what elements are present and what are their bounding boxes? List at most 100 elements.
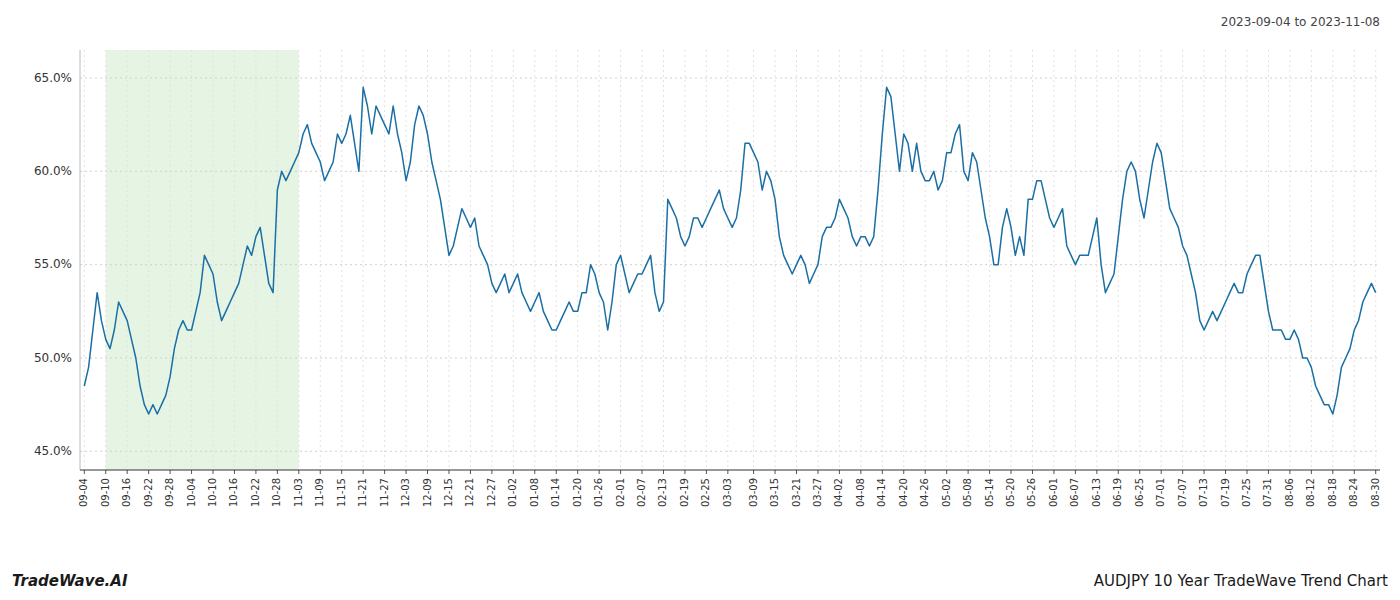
x-tick xyxy=(105,470,106,474)
x-tick-label: 02-25 xyxy=(700,478,711,507)
x-tick-label: 10-10 xyxy=(207,478,218,507)
x-tick xyxy=(1182,470,1183,474)
x-grid-line xyxy=(363,50,364,470)
x-tick xyxy=(1075,470,1076,474)
x-tick xyxy=(213,470,214,474)
x-grid-line xyxy=(1375,50,1376,470)
x-grid-line xyxy=(556,50,557,470)
y-tick-label: 50.0% xyxy=(34,351,72,365)
x-tick xyxy=(363,470,364,474)
x-tick-label: 06-19 xyxy=(1112,478,1123,507)
y-tick-label: 60.0% xyxy=(34,164,72,178)
x-tick xyxy=(577,470,578,474)
y-grid-line xyxy=(80,78,1380,79)
x-tick xyxy=(706,470,707,474)
x-tick-label: 10-28 xyxy=(271,478,282,507)
x-tick xyxy=(989,470,990,474)
x-tick-label: 08-30 xyxy=(1370,478,1381,507)
x-tick-label: 07-19 xyxy=(1220,478,1231,507)
x-tick-label: 04-20 xyxy=(898,478,909,507)
x-tick xyxy=(1332,470,1333,474)
y-axis-line xyxy=(80,50,81,470)
x-grid-line xyxy=(1011,50,1012,470)
x-tick-label: 08-12 xyxy=(1305,478,1316,507)
x-tick xyxy=(817,470,818,474)
x-tick-label: 02-13 xyxy=(657,478,668,507)
x-tick-label: 12-21 xyxy=(464,478,475,507)
x-tick xyxy=(1139,470,1140,474)
x-tick xyxy=(277,470,278,474)
x-tick-label: 01-14 xyxy=(550,478,561,507)
x-grid-line xyxy=(1096,50,1097,470)
x-grid-line xyxy=(684,50,685,470)
annotation: TradeWave.AI xyxy=(12,572,128,590)
x-tick-label: 06-13 xyxy=(1091,478,1102,507)
y-tick-label: 65.0% xyxy=(34,71,72,85)
x-tick-label: 03-09 xyxy=(748,478,759,507)
x-tick xyxy=(599,470,600,474)
x-tick xyxy=(320,470,321,474)
x-tick xyxy=(663,470,664,474)
x-grid-line xyxy=(427,50,428,470)
x-tick-label: 01-26 xyxy=(593,478,604,507)
x-tick-label: 03-27 xyxy=(812,478,823,507)
x-grid-line xyxy=(1139,50,1140,470)
x-tick-label: 12-03 xyxy=(400,478,411,507)
x-tick-label: 03-15 xyxy=(769,478,780,507)
x-tick-label: 09-16 xyxy=(121,478,132,507)
x-grid-line xyxy=(1311,50,1312,470)
x-tick-label: 11-09 xyxy=(314,478,325,507)
chart: 45.0%50.0%55.0%60.0%65.0%09-0409-1009-16… xyxy=(0,0,1400,600)
x-grid-line xyxy=(727,50,728,470)
x-tick xyxy=(684,470,685,474)
x-grid-line xyxy=(170,50,171,470)
x-grid-line xyxy=(968,50,969,470)
x-tick xyxy=(448,470,449,474)
x-tick xyxy=(384,470,385,474)
x-tick-label: 11-21 xyxy=(357,478,368,507)
texts: 2023-09-04 to 2023-11-08TradeWave.AIAUDJ… xyxy=(12,15,1388,590)
title: AUDJPY 10 Year TradeWave Trend Chart xyxy=(1094,572,1388,590)
x-tick xyxy=(1311,470,1312,474)
x-tick xyxy=(1032,470,1033,474)
x-tick-label: 07-07 xyxy=(1177,478,1188,507)
x-grid-line xyxy=(775,50,776,470)
x-grid-line xyxy=(663,50,664,470)
x-grid-line xyxy=(448,50,449,470)
x-grid-line xyxy=(706,50,707,470)
x-tick xyxy=(1289,470,1290,474)
x-tick xyxy=(620,470,621,474)
x-tick xyxy=(946,470,947,474)
x-grid-line xyxy=(513,50,514,470)
x-tick xyxy=(839,470,840,474)
x-tick xyxy=(1011,470,1012,474)
x-grid-line xyxy=(491,50,492,470)
x-grid-line xyxy=(1053,50,1054,470)
x-tick-label: 08-18 xyxy=(1327,478,1338,507)
x-tick xyxy=(534,470,535,474)
x-grid-line xyxy=(1289,50,1290,470)
x-tick xyxy=(727,470,728,474)
x-grid-line xyxy=(1225,50,1226,470)
x-grid-line xyxy=(642,50,643,470)
x-grid-line xyxy=(406,50,407,470)
x-tick-label: 04-14 xyxy=(876,478,887,507)
x-tick-label: 10-04 xyxy=(186,478,197,507)
x-grid-line xyxy=(191,50,192,470)
x-tick-label: 11-27 xyxy=(379,478,390,507)
x-tick-label: 11-15 xyxy=(336,478,347,507)
y-grid-line xyxy=(80,451,1380,452)
x-tick xyxy=(925,470,926,474)
x-grid-line xyxy=(1268,50,1269,470)
x-tick-label: 01-02 xyxy=(507,478,518,507)
x-tick xyxy=(1225,470,1226,474)
x-tick xyxy=(255,470,256,474)
x-grid-line xyxy=(127,50,128,470)
x-tick xyxy=(470,470,471,474)
x-tick-label: 07-25 xyxy=(1241,478,1252,507)
x-grid-line xyxy=(903,50,904,470)
x-tick-label: 09-22 xyxy=(143,478,154,507)
x-grid-line xyxy=(277,50,278,470)
x-tick-label: 05-02 xyxy=(941,478,952,507)
x-grid-line xyxy=(1161,50,1162,470)
